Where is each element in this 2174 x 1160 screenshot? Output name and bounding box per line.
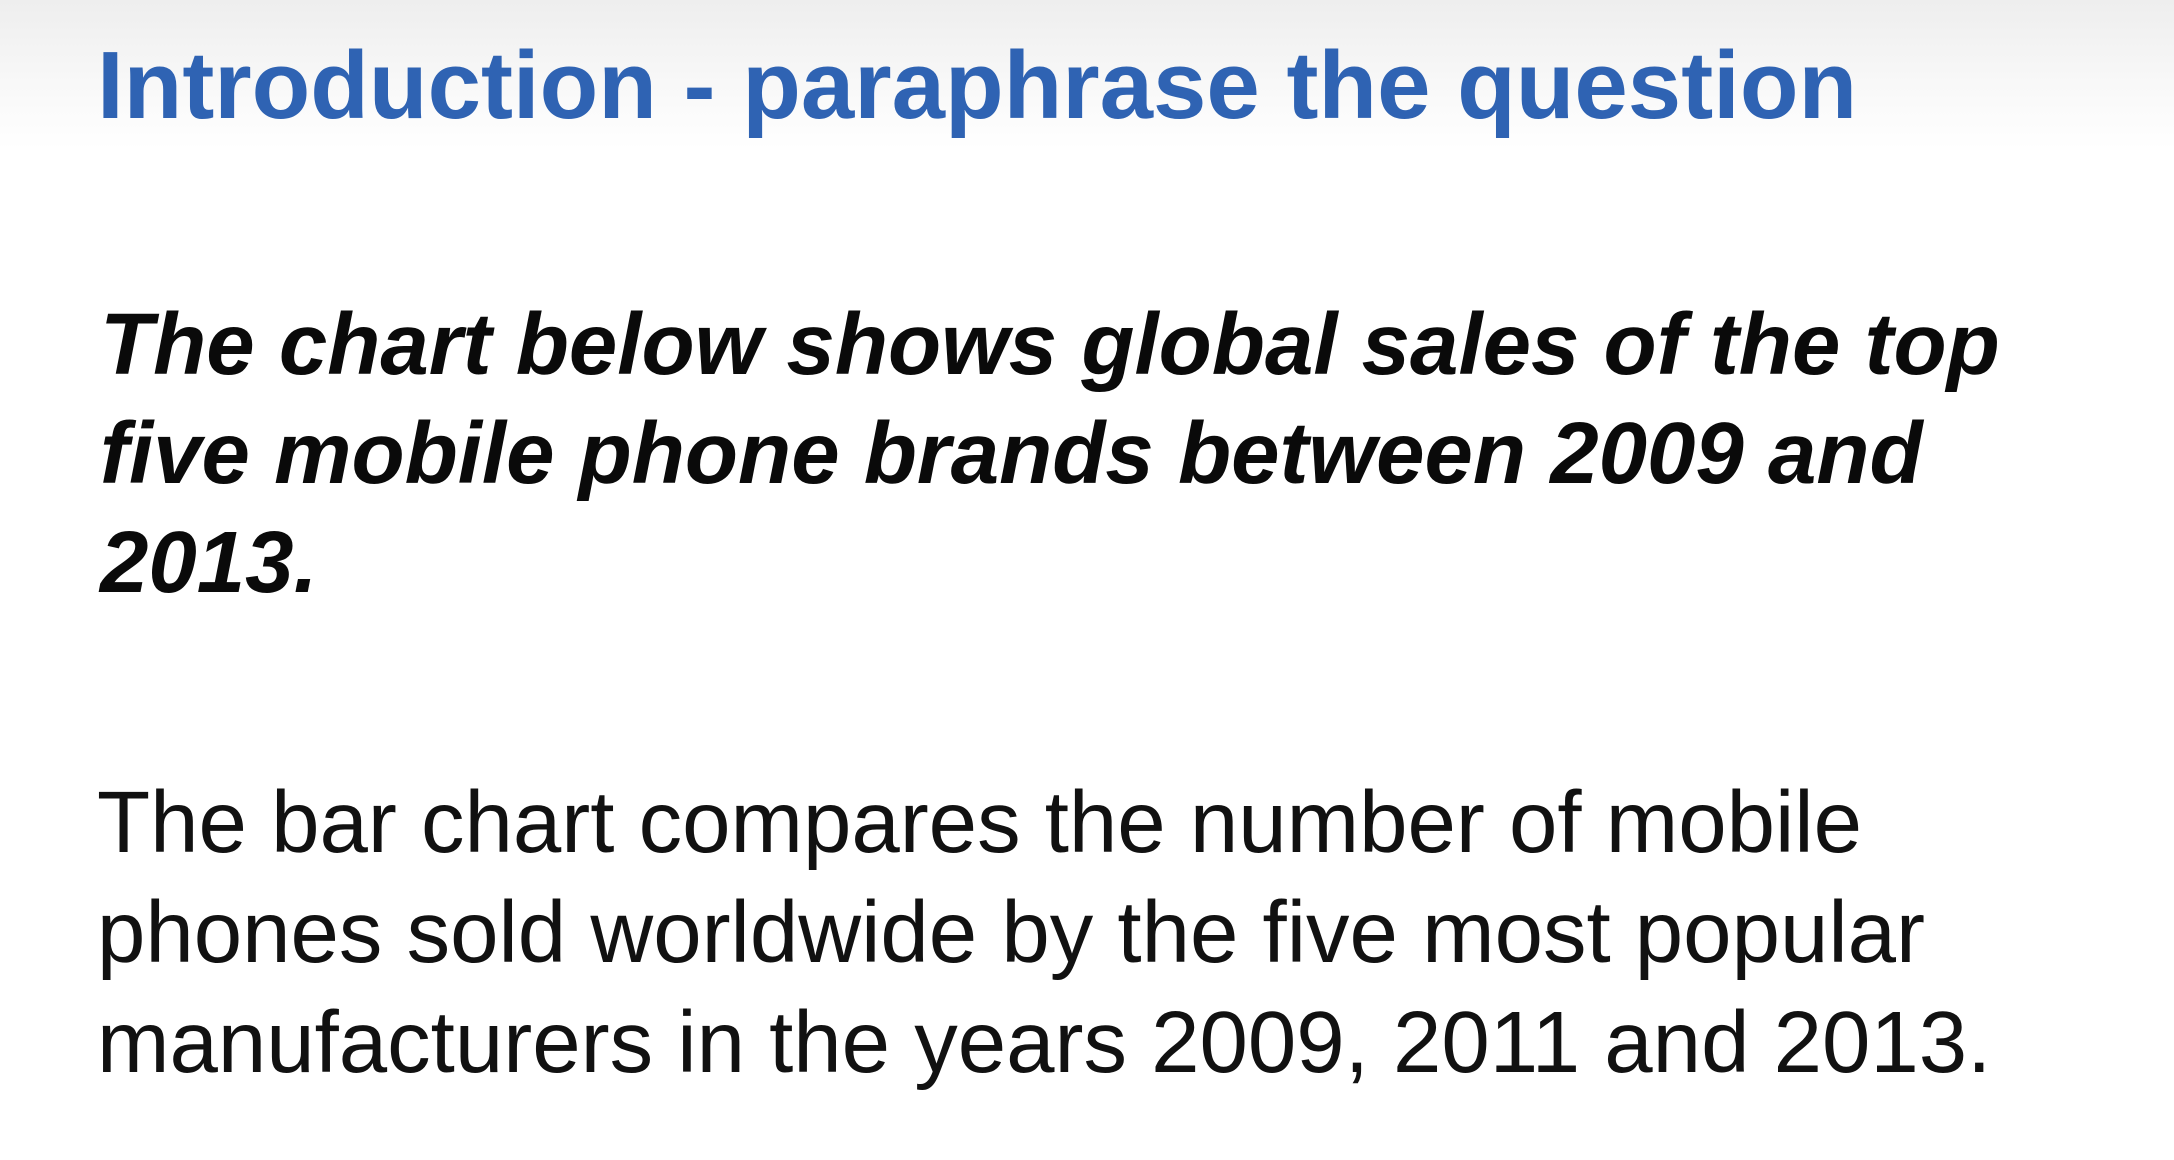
paraphrase-text: The bar chart compares the number of mob…	[97, 774, 1992, 1091]
question-text: The chart below shows global sales of th…	[100, 296, 2000, 611]
slide-title: Introduction - paraphrase the question	[97, 32, 1858, 139]
